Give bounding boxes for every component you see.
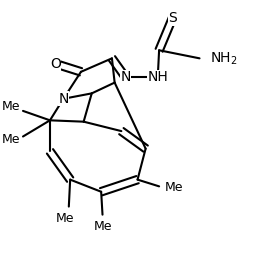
Text: Me: Me: [2, 133, 20, 146]
Text: NH$_2$: NH$_2$: [210, 50, 238, 67]
Text: Me: Me: [164, 181, 183, 194]
Text: S: S: [168, 11, 177, 25]
Text: Me: Me: [56, 212, 74, 225]
Text: O: O: [50, 57, 61, 71]
Text: NH: NH: [147, 70, 168, 84]
Text: N: N: [120, 70, 131, 84]
Text: N: N: [58, 92, 69, 106]
Text: Me: Me: [93, 220, 112, 233]
Text: Me: Me: [2, 100, 20, 113]
